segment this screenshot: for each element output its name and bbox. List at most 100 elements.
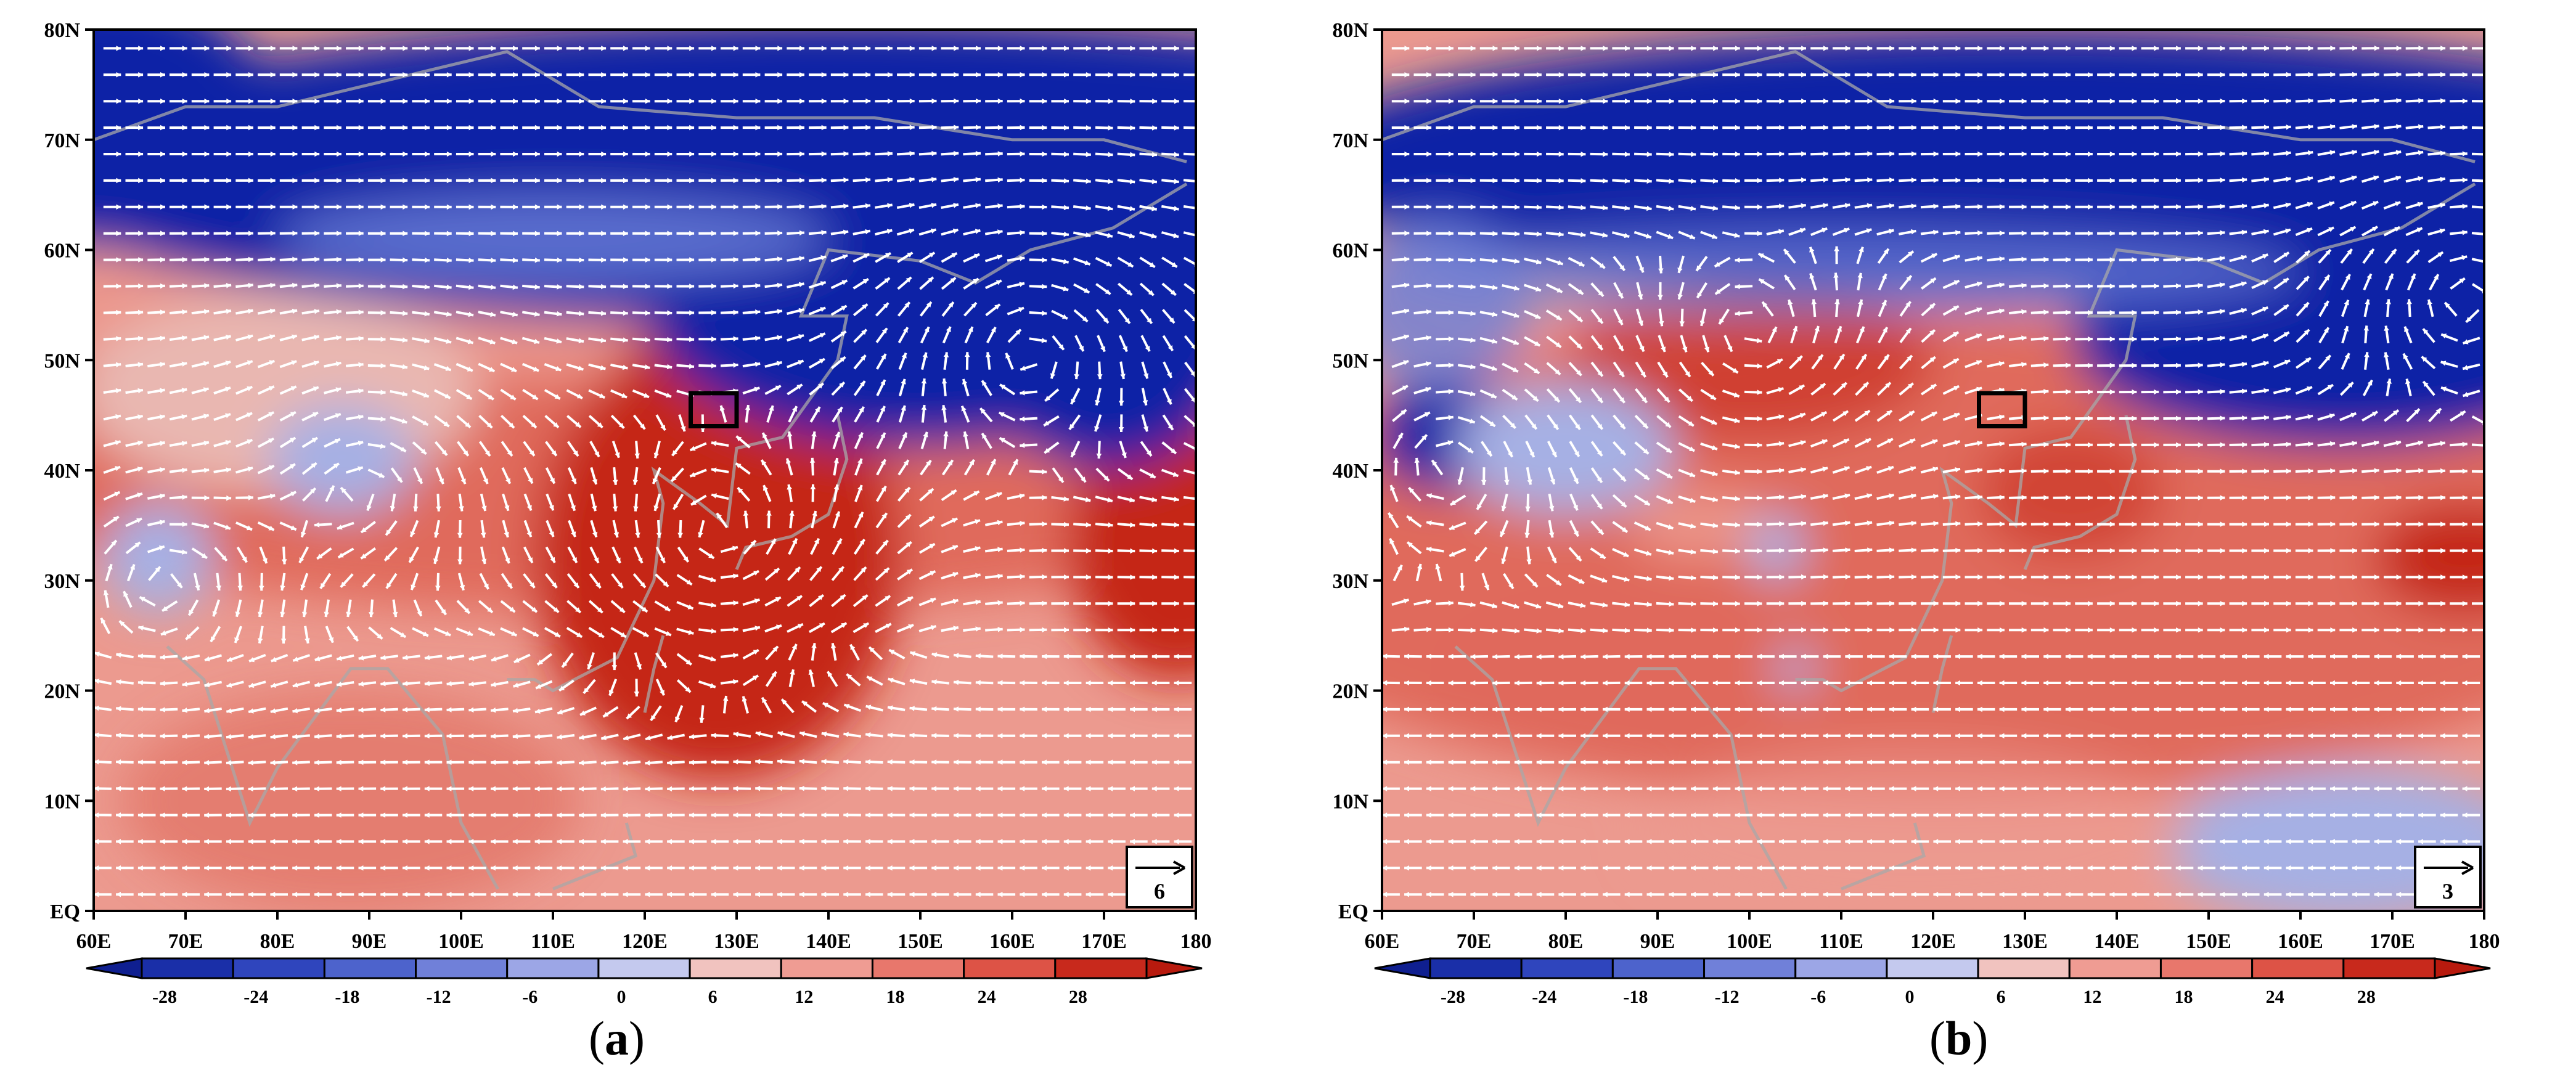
wind-arrowhead xyxy=(424,839,430,844)
wind-arrowhead xyxy=(2264,627,2269,633)
wind-arrowhead xyxy=(2374,653,2379,659)
wind-arrowhead xyxy=(975,733,981,738)
wind-arrowhead xyxy=(771,539,775,545)
wind-arrowhead xyxy=(534,786,540,792)
wind-arrowhead xyxy=(512,339,518,345)
wind-arrowhead xyxy=(2065,759,2071,765)
wind-arrowhead xyxy=(1174,548,1179,554)
wind-arrowhead xyxy=(595,582,601,588)
wind-arrowhead xyxy=(1174,125,1179,131)
wind-arrowhead xyxy=(2175,865,2181,871)
wind-arrowhead xyxy=(1448,865,1454,871)
wind-arrowhead xyxy=(116,98,121,104)
wind-arrowhead xyxy=(579,125,584,131)
wind-arrowhead xyxy=(403,839,407,844)
wind-arrowhead xyxy=(954,679,959,685)
wind-arrowhead xyxy=(1845,786,1850,791)
wind-arrowhead xyxy=(1933,547,1939,553)
wind-arrowhead xyxy=(1042,600,1047,606)
wind-arrowhead xyxy=(468,204,474,210)
wind-arrowhead xyxy=(94,732,99,738)
wind-arrowhead xyxy=(280,639,287,644)
wind-arrowhead xyxy=(711,891,716,897)
wind-arrowhead xyxy=(204,733,210,740)
y-tick-label: 40N xyxy=(44,460,80,483)
wind-arrowhead xyxy=(1492,706,1498,712)
wind-arrowhead xyxy=(513,125,518,131)
wind-arrowhead xyxy=(2220,706,2225,712)
wind-arrowhead xyxy=(1130,733,1135,739)
wind-arrowhead xyxy=(1508,583,1513,589)
wind-arrowhead xyxy=(226,283,232,288)
wind-arrowhead xyxy=(557,125,562,131)
wind-arrowhead xyxy=(160,72,165,78)
wind-arrowhead xyxy=(314,759,319,766)
wind-arrowhead xyxy=(557,178,562,184)
wind-arrowhead xyxy=(2088,627,2093,633)
wind-arrowhead xyxy=(1691,786,1696,791)
wind-arrowhead xyxy=(1801,494,1806,500)
wind-arrowhead xyxy=(1735,653,1740,659)
wind-arrowhead xyxy=(711,98,716,104)
colorbar-under-triangle xyxy=(86,957,143,979)
wind-arrowhead xyxy=(821,759,827,764)
wind-arrowhead xyxy=(182,812,187,818)
wind-arrowhead xyxy=(270,282,276,288)
wind-arrowhead xyxy=(1977,600,1983,606)
wind-arrowhead xyxy=(314,46,320,51)
wind-arrowhead xyxy=(923,431,928,438)
wind-arrowhead xyxy=(336,283,341,288)
wind-arrowhead xyxy=(182,733,187,739)
wind-arrowhead xyxy=(533,631,539,637)
wind-arrowhead xyxy=(645,337,650,343)
wind-arrowhead xyxy=(116,839,121,844)
wind-arrowhead xyxy=(975,546,981,552)
wind-arrowhead xyxy=(1020,706,1025,712)
wind-arrowhead xyxy=(597,607,603,613)
wind-arrowhead xyxy=(337,655,342,661)
wind-arrowhead xyxy=(1669,601,1674,607)
wind-arrowhead xyxy=(226,309,231,314)
wind-arrowhead xyxy=(1551,557,1556,563)
wind-arrowhead xyxy=(1404,786,1409,791)
wind-arrowhead xyxy=(908,624,914,629)
wind-arrowhead xyxy=(314,98,320,104)
wind-arrowhead xyxy=(1801,812,1806,818)
wind-arrowhead xyxy=(358,72,364,78)
wind-arrowhead xyxy=(181,549,187,555)
wind-arrowhead xyxy=(777,812,782,818)
wind-arrowhead xyxy=(1757,865,1762,871)
wind-arrowhead xyxy=(1063,286,1069,292)
wind-arrowhead xyxy=(600,337,606,343)
wind-arrowhead xyxy=(1558,891,1564,897)
wind-arrowhead xyxy=(1624,891,1630,897)
wind-arrowhead xyxy=(975,203,981,208)
wind-arrowhead xyxy=(1823,653,1828,659)
wind-arrowhead xyxy=(689,891,694,897)
wind-arrowhead xyxy=(1889,520,1894,526)
wind-arrowhead xyxy=(2263,680,2269,686)
wind-arrowhead xyxy=(769,406,774,411)
wind-arrowhead xyxy=(485,450,490,456)
wind-arrowhead xyxy=(2330,759,2335,765)
wind-arrowhead xyxy=(380,839,386,844)
wind-arrowhead xyxy=(357,466,363,472)
wind-arrowhead xyxy=(865,759,871,765)
wind-arrowhead xyxy=(621,393,627,398)
wind-arrowhead xyxy=(1669,891,1674,897)
wind-arrowhead xyxy=(1977,547,1983,553)
wind-arrowhead xyxy=(1020,547,1025,553)
wind-arrowhead xyxy=(115,440,121,446)
wind-arrowhead xyxy=(1086,548,1091,554)
wind-arrowhead xyxy=(1713,627,1718,633)
wind-arrowhead xyxy=(2021,706,2027,712)
wind-arrowhead xyxy=(557,891,562,897)
wind-arrowhead xyxy=(1108,574,1113,580)
wind-arrowhead xyxy=(2220,574,2225,580)
wind-arrowhead xyxy=(733,151,738,157)
wind-arrowhead xyxy=(468,891,474,897)
wind-arrowhead xyxy=(1646,653,1652,659)
wind-arrowhead xyxy=(562,661,568,668)
wind-arrowhead xyxy=(2308,601,2313,606)
wind-arrowhead xyxy=(931,98,937,104)
